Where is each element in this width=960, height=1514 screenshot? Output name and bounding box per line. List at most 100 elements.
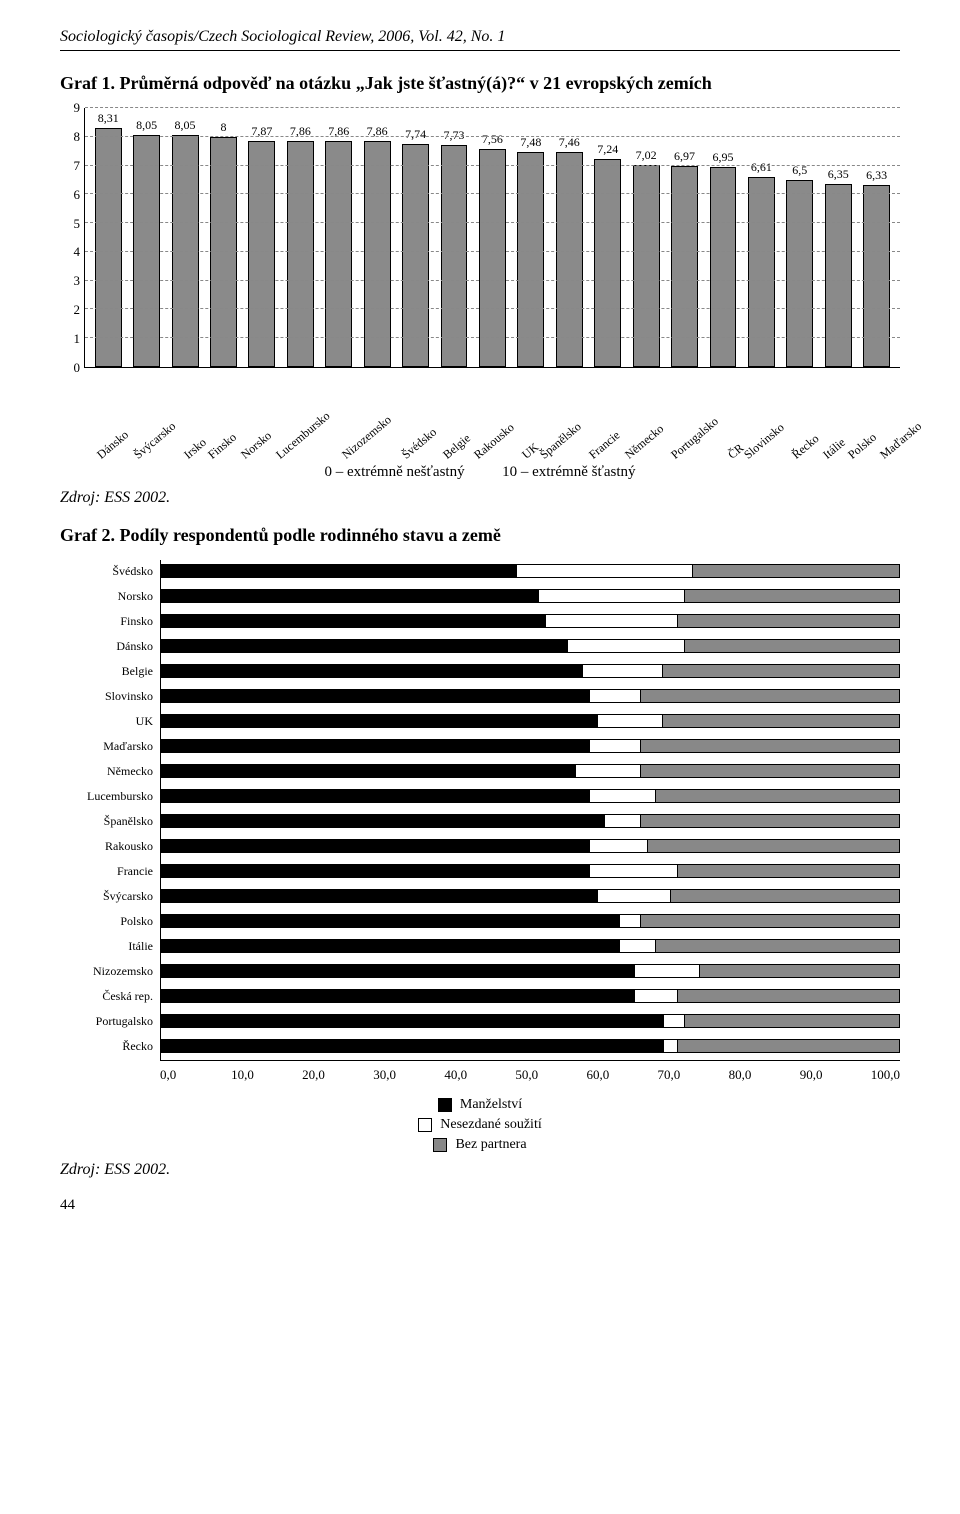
chart2-bar <box>161 814 900 828</box>
chart2-x-tick: 80,0 <box>729 1067 800 1083</box>
chart2-row: Maďarsko <box>161 735 900 757</box>
chart1-x-label: Portugalsko <box>668 414 722 462</box>
chart2-x-tick: 60,0 <box>586 1067 657 1083</box>
chart2-bar <box>161 989 900 1003</box>
chart2-segment <box>663 1015 685 1027</box>
chart1-bar-column: 6,97 <box>665 108 703 367</box>
chart1-x-label: Belgie <box>440 431 474 463</box>
chart1-bar-value: 6,95 <box>712 150 733 165</box>
chart2-segment <box>634 965 700 977</box>
chart2-row: Rakousko <box>161 835 900 857</box>
chart1-bar-column: 7,86 <box>320 108 358 367</box>
chart1-bar <box>786 180 813 367</box>
chart2-title: Graf 2. Podíly respondentů podle rodinné… <box>60 525 900 546</box>
chart2-row: Polsko <box>161 910 900 932</box>
chart1-bar-value: 7,02 <box>636 148 657 163</box>
chart2: ŠvédskoNorskoFinskoDánskoBelgieSlovinsko… <box>60 560 900 1153</box>
chart1-x-label: Německo <box>622 421 667 462</box>
chart2-bar <box>161 639 900 653</box>
chart2-segment <box>597 890 671 902</box>
chart1-bar-value: 8,05 <box>136 118 157 133</box>
chart2-segment <box>162 715 597 727</box>
chart2-segment <box>671 890 899 902</box>
chart2-row-label: Portugalsko <box>61 1014 161 1029</box>
chart1-bar-column: 6,5 <box>781 108 819 367</box>
chart2-bar <box>161 964 900 978</box>
chart1-x-label: Finsko <box>205 430 240 463</box>
chart1-bar-value: 7,48 <box>520 135 541 150</box>
chart1-y-tick: 4 <box>74 244 81 260</box>
chart2-segment <box>678 990 899 1002</box>
chart2-row-label: Belgie <box>61 664 161 679</box>
chart2-x-axis: 0,010,020,030,040,050,060,070,080,090,01… <box>160 1067 900 1083</box>
chart1-bar <box>248 141 275 367</box>
chart1-x-label: Švýcarsko <box>131 419 179 463</box>
chart2-row: Lucembursko <box>161 785 900 807</box>
chart1: 0123456789 8,318,058,0587,877,867,867,86… <box>60 108 900 408</box>
chart1-bar-column: 6,35 <box>819 108 857 367</box>
chart1-bar-column: 8,05 <box>166 108 204 367</box>
chart2-row-label: Česká rep. <box>61 989 161 1004</box>
chart2-row: Německo <box>161 760 900 782</box>
chart2-row-label: Rakousko <box>61 839 161 854</box>
chart1-bar-value: 7,46 <box>559 135 580 150</box>
chart2-x-tick: 40,0 <box>444 1067 515 1083</box>
chart2-bar <box>161 839 900 853</box>
chart1-bar-value: 7,74 <box>405 127 426 142</box>
chart2-x-tick: 0,0 <box>160 1067 231 1083</box>
chart2-segment <box>641 765 899 777</box>
chart1-legend: 0 – extrémně nešťastný 10 – extrémně šťa… <box>60 464 900 481</box>
chart1-bar <box>517 152 544 367</box>
chart2-segment <box>634 990 678 1002</box>
chart2-row-label: Švédsko <box>61 564 161 579</box>
chart1-bar-column: 7,74 <box>396 108 434 367</box>
chart1-bar-value: 8,31 <box>98 111 119 126</box>
chart2-bar <box>161 739 900 753</box>
chart1-y-tick: 8 <box>74 129 81 145</box>
chart2-segment <box>162 1040 663 1052</box>
chart2-row-label: Francie <box>61 864 161 879</box>
chart2-segment <box>162 890 597 902</box>
chart2-row: Řecko <box>161 1035 900 1057</box>
chart2-segment <box>589 865 677 877</box>
chart1-source: Zdroj: ESS 2002. <box>60 489 900 507</box>
chart1-y-tick: 9 <box>74 100 81 116</box>
chart1-bar <box>825 184 852 367</box>
chart1-x-label: Španělsko <box>537 419 584 462</box>
chart2-segment <box>162 815 604 827</box>
chart2-x-tick: 30,0 <box>373 1067 444 1083</box>
chart2-segment <box>582 665 663 677</box>
chart2-row-label: Řecko <box>61 1039 161 1054</box>
chart1-bar-value: 7,56 <box>482 132 503 147</box>
chart1-x-label: Slovinsko <box>741 420 787 462</box>
chart1-bar-column: 7,46 <box>550 108 588 367</box>
chart2-row-label: Norsko <box>61 589 161 604</box>
chart2-row-label: UK <box>61 714 161 729</box>
chart2-legend-label: Nesezdané soužití <box>440 1117 541 1133</box>
chart2-row: Belgie <box>161 660 900 682</box>
chart2-segment <box>162 790 589 802</box>
chart1-bar-value: 6,33 <box>866 168 887 183</box>
chart1-bar <box>210 137 237 367</box>
chart2-segment <box>693 565 899 577</box>
chart2-segment <box>162 640 567 652</box>
chart1-bar-column: 7,24 <box>588 108 626 367</box>
chart2-segment <box>162 665 582 677</box>
chart2-segment <box>685 590 899 602</box>
chart1-bar-column: 7,73 <box>435 108 473 367</box>
chart1-bar-value: 7,24 <box>597 142 618 157</box>
chart2-x-tick: 70,0 <box>658 1067 729 1083</box>
chart2-segment <box>516 565 693 577</box>
chart2-bar <box>161 1014 900 1028</box>
chart1-x-label: Maďarsko <box>877 419 925 462</box>
chart1-bar-column: 7,87 <box>243 108 281 367</box>
chart2-segment <box>567 640 685 652</box>
chart1-y-axis: 0123456789 <box>60 108 84 368</box>
chart2-segment <box>663 715 899 727</box>
chart2-segment <box>685 640 899 652</box>
chart1-x-label: Rakousko <box>471 420 517 462</box>
chart2-segment <box>641 690 899 702</box>
chart2-row-label: Německo <box>61 764 161 779</box>
chart1-gridline <box>85 136 900 137</box>
chart1-x-label: Itálie <box>820 435 849 462</box>
